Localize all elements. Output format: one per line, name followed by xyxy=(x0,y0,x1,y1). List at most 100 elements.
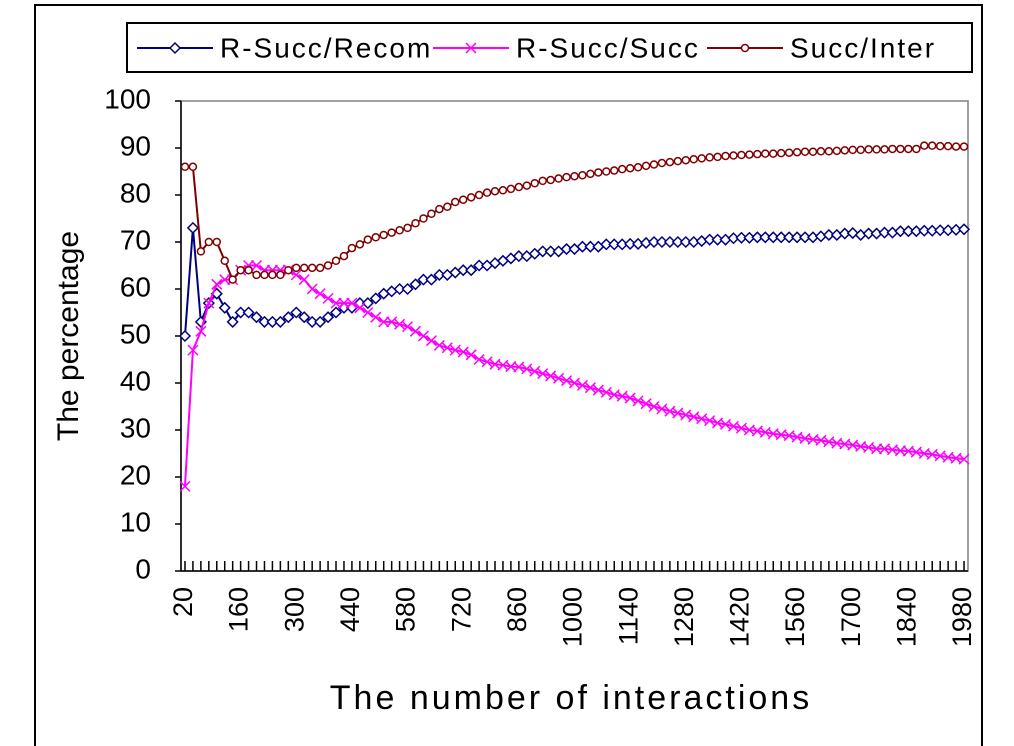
marker xyxy=(783,231,796,244)
marker xyxy=(180,162,190,172)
marker xyxy=(427,209,436,219)
marker xyxy=(641,161,651,171)
marker xyxy=(679,235,692,249)
marker xyxy=(648,400,660,413)
marker xyxy=(361,297,374,310)
marker xyxy=(378,316,390,328)
marker xyxy=(417,273,430,286)
marker xyxy=(466,193,476,202)
marker xyxy=(179,480,191,492)
x-tick-label: 160 xyxy=(224,587,254,632)
marker xyxy=(816,147,826,156)
y-tick-label: 80 xyxy=(120,177,151,208)
marker xyxy=(624,392,636,404)
marker xyxy=(498,186,508,195)
marker xyxy=(934,224,947,237)
marker xyxy=(822,228,835,242)
marker xyxy=(274,315,287,328)
marker xyxy=(768,149,778,158)
marker xyxy=(512,250,525,263)
marker xyxy=(745,150,754,159)
y-tick-label: 20 xyxy=(120,459,151,490)
marker xyxy=(292,263,301,273)
marker xyxy=(578,171,587,180)
marker xyxy=(561,375,573,387)
marker xyxy=(322,311,335,324)
marker xyxy=(594,168,603,177)
marker xyxy=(395,226,404,235)
marker xyxy=(339,251,349,261)
marker xyxy=(704,415,716,427)
marker xyxy=(187,344,199,356)
y-tick-label: 70 xyxy=(120,224,151,255)
marker xyxy=(657,158,667,168)
marker xyxy=(425,335,437,347)
x-tick-label: 1700 xyxy=(836,587,866,647)
marker xyxy=(864,145,873,154)
marker xyxy=(220,256,229,266)
marker xyxy=(671,235,684,249)
marker xyxy=(387,228,396,237)
marker xyxy=(465,349,477,361)
marker xyxy=(212,237,222,247)
marker xyxy=(252,270,261,280)
marker xyxy=(228,275,237,284)
marker xyxy=(441,342,453,354)
marker xyxy=(314,315,327,328)
y-tick-label: 30 xyxy=(120,412,151,443)
y-tick-label: 100 xyxy=(104,83,151,114)
x-axis-title: The number of interactions xyxy=(330,679,812,717)
marker xyxy=(592,384,604,396)
marker xyxy=(586,169,595,179)
marker xyxy=(602,167,611,176)
marker xyxy=(570,171,579,181)
marker xyxy=(186,221,199,234)
marker xyxy=(633,163,643,172)
marker xyxy=(298,274,310,286)
marker xyxy=(753,149,762,159)
marker xyxy=(608,238,621,251)
x-tick-label: 20 xyxy=(168,587,198,617)
marker xyxy=(584,382,596,394)
marker xyxy=(394,318,406,330)
marker xyxy=(266,315,279,328)
marker xyxy=(435,204,444,214)
marker xyxy=(776,148,786,158)
marker xyxy=(411,218,420,228)
marker xyxy=(537,368,549,380)
marker xyxy=(656,403,668,415)
marker xyxy=(703,233,716,246)
marker xyxy=(935,141,945,151)
marker xyxy=(697,154,706,163)
marker xyxy=(370,311,382,323)
marker xyxy=(354,302,366,314)
marker xyxy=(322,292,334,304)
marker xyxy=(290,269,302,281)
marker xyxy=(258,315,271,328)
marker xyxy=(632,395,644,407)
marker xyxy=(282,311,295,324)
marker xyxy=(920,141,929,150)
marker xyxy=(242,306,255,319)
marker xyxy=(338,297,350,309)
marker xyxy=(584,240,597,253)
legend-box xyxy=(126,22,973,73)
marker xyxy=(767,231,780,244)
marker xyxy=(371,233,381,242)
marker xyxy=(544,245,557,258)
marker xyxy=(346,297,358,309)
marker xyxy=(473,353,485,366)
plot-area xyxy=(180,100,969,572)
marker xyxy=(824,147,834,156)
marker xyxy=(655,235,669,249)
legend-label: R-Succ/Recom xyxy=(220,32,432,63)
x-tick-label: 1000 xyxy=(558,587,588,647)
marker xyxy=(871,443,883,455)
marker xyxy=(401,282,414,296)
marker xyxy=(482,188,492,197)
marker xyxy=(481,356,493,368)
marker xyxy=(862,227,875,240)
marker xyxy=(196,247,206,256)
marker xyxy=(918,224,931,237)
